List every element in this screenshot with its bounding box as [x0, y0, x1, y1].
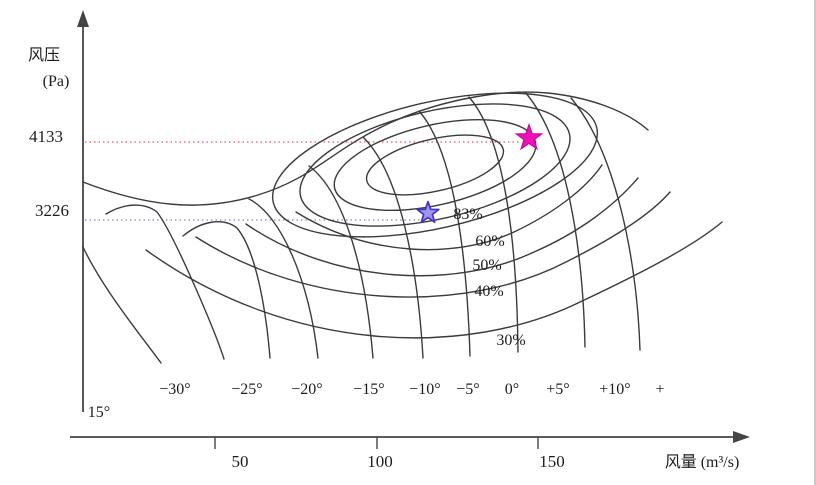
angle-label-minus-5: −5° — [456, 381, 479, 398]
angle-label-minus-10: −10° — [409, 381, 440, 398]
efficiency-island-83pct — [299, 103, 571, 227]
efficiency-label-50: 50% — [472, 257, 501, 274]
blade-curve-plus-15 — [570, 97, 641, 351]
y-axis-title-line1: 风压 — [28, 47, 60, 64]
x-axis-title: 风量 (m³/s) — [665, 454, 740, 471]
blue-star-marker — [416, 200, 440, 224]
blade-angle-labels: −30° −25° −20° −15° −10° −5° 0° +5° +10°… — [88, 381, 665, 421]
y-ref-value-3226: 3226 — [35, 201, 69, 220]
angle-label-plus-10: +10° — [599, 381, 630, 398]
efficiency-island-2 — [333, 118, 537, 212]
open-star-icon — [416, 200, 440, 224]
x-tick-label-100: 100 — [367, 452, 393, 471]
blade-curve-minus-5 — [362, 136, 424, 359]
angle-label-minus-20: −20° — [291, 381, 322, 398]
blade-curve-minus-20 — [182, 221, 271, 359]
y-ref-value-4133: 4133 — [29, 127, 63, 146]
efficiency-island-contours — [271, 92, 599, 238]
efficiency-label-83: 83% — [453, 206, 482, 223]
blade-curve-minus-25 — [105, 204, 225, 360]
angle-label-minus-15: −15° — [353, 381, 384, 398]
y-axis-labels: 风压 (Pa) 4133 3226 — [28, 47, 69, 220]
blade-curve-minus-10 — [308, 165, 374, 359]
blade-curve-minus-15 — [248, 198, 319, 359]
blade-angle-curves — [82, 91, 641, 364]
efficiency-island-outer — [271, 92, 599, 238]
efficiency-label-30: 30% — [496, 332, 525, 349]
x-tick-label-50: 50 — [232, 452, 249, 471]
blade-curve-plus-5 — [468, 96, 519, 353]
angle-label-minus-25: −25° — [231, 381, 262, 398]
blade-curve-0 — [418, 110, 471, 357]
efficiency-label-60: 60% — [475, 233, 504, 250]
efficiency-island-inner — [365, 134, 505, 196]
x-axis — [70, 431, 750, 449]
efficiency-contour-50pct — [245, 177, 639, 277]
blade-curve-plus-10 — [524, 91, 586, 348]
blade-curve-minus-30 — [82, 246, 162, 364]
magenta-star-marker — [514, 122, 544, 151]
efficiency-contour-40pct — [195, 191, 671, 298]
angle-label-plus-5: +5° — [546, 381, 569, 398]
stall-envelope-curve — [82, 91, 649, 206]
efficiency-contour-30pct — [145, 221, 723, 339]
efficiency-open-contours — [145, 164, 723, 339]
y-axis — [77, 10, 89, 412]
angle-label-plus-sign: + — [655, 381, 664, 398]
efficiency-label-40: 40% — [474, 283, 503, 300]
angle-label-15-wrapped: 15° — [88, 404, 110, 421]
x-axis-labels: 50 100 150 风量 (m³/s) — [232, 452, 740, 471]
y-axis-title-line2: (Pa) — [43, 73, 70, 90]
angle-label-minus-30: −30° — [159, 381, 190, 398]
y-axis-arrow-icon — [77, 10, 89, 27]
efficiency-contour-60pct — [295, 164, 603, 251]
efficiency-value-labels: 83% 60% 50% 40% 30% — [453, 206, 525, 349]
angle-label-0: 0° — [505, 381, 519, 398]
x-axis-arrow-icon — [733, 431, 750, 443]
x-tick-label-150: 150 — [539, 452, 565, 471]
filled-star-icon — [514, 122, 544, 151]
